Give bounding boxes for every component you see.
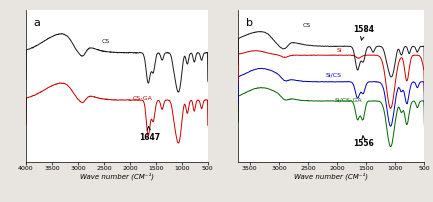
Text: CS-GA: CS-GA bbox=[132, 96, 152, 101]
Text: Si/CS-GA: Si/CS-GA bbox=[334, 97, 362, 102]
Text: 1556: 1556 bbox=[353, 136, 374, 148]
X-axis label: Wave number (CM⁻¹): Wave number (CM⁻¹) bbox=[294, 173, 368, 180]
Text: CS: CS bbox=[101, 39, 110, 44]
Text: CS: CS bbox=[302, 23, 310, 28]
Text: a: a bbox=[33, 18, 40, 28]
Text: Si/CS: Si/CS bbox=[326, 73, 342, 78]
X-axis label: Wave number (CM⁻¹): Wave number (CM⁻¹) bbox=[80, 173, 154, 180]
Text: b: b bbox=[246, 18, 252, 28]
Text: Si: Si bbox=[337, 48, 343, 53]
Text: 1647: 1647 bbox=[139, 127, 160, 142]
Text: 1584: 1584 bbox=[353, 24, 375, 40]
